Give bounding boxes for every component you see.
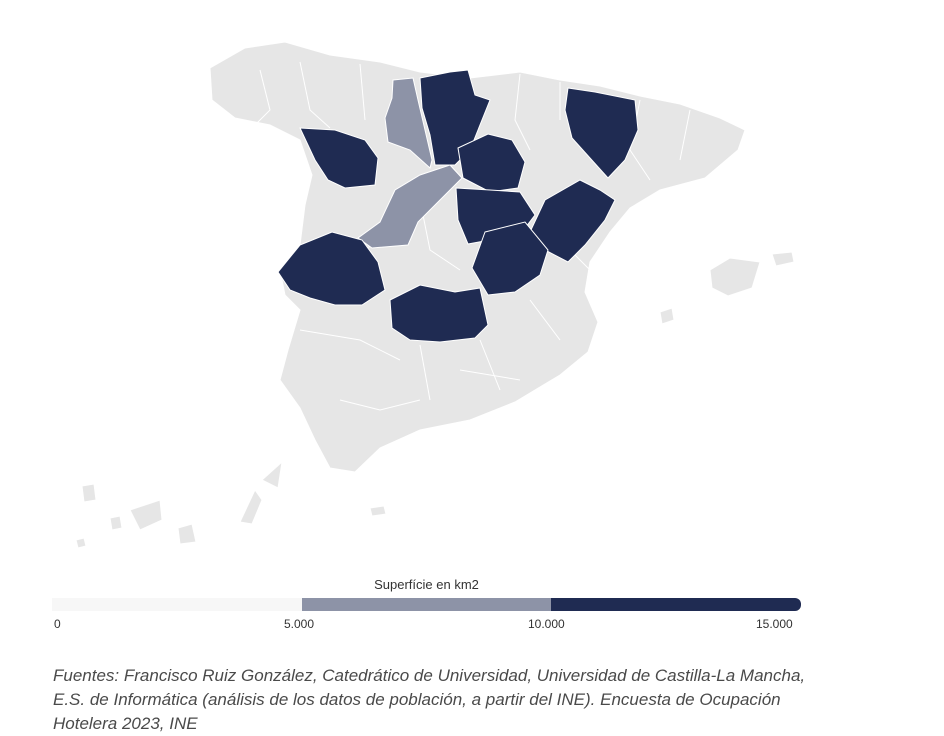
balearic-menorca (771, 251, 795, 267)
province-huesca (564, 87, 639, 179)
province-caceres (277, 231, 386, 306)
legend-bar (52, 598, 802, 611)
choropleth-map (75, 41, 795, 549)
legend-bin-high (551, 598, 802, 611)
legend-bin-low (52, 598, 302, 611)
legend-tick-0: 0 (54, 617, 61, 631)
portugal-area (245, 140, 312, 380)
legend-bin-mid (301, 598, 552, 611)
province-ciudad-real (389, 284, 489, 343)
balearic-ibiza (659, 307, 675, 325)
balearic-mallorca (709, 257, 761, 297)
legend-title: Superfície en km2 (374, 577, 479, 592)
province-cuenca (471, 221, 549, 296)
legend-tick-5000: 5.000 (284, 617, 315, 631)
province-leon (299, 127, 379, 189)
legend-tick-10000: 10.000 (528, 617, 565, 631)
province-soria (457, 133, 526, 193)
canary-islands (75, 460, 387, 549)
legend-tick-15000: 15.000 (756, 617, 793, 631)
province-palencia (384, 77, 433, 169)
province-avila-segovia (357, 164, 463, 249)
source-note: Fuentes: Francisco Ruiz González, Catedr… (53, 666, 806, 733)
